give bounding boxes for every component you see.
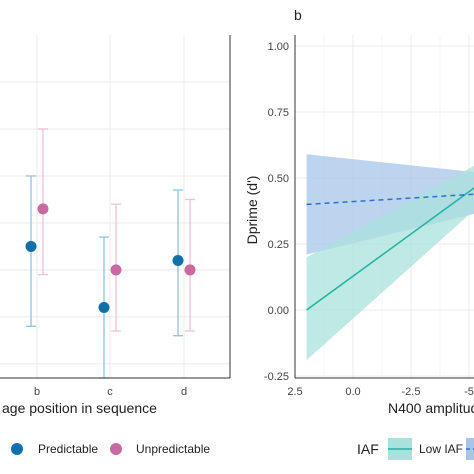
panel-b-x-tick-3: -5	[464, 386, 474, 398]
legend-unpredictable-label: Unpredictable	[136, 442, 210, 456]
panel-b-y-tick-3: 0.25	[268, 239, 289, 251]
panel-b-confidence-bands	[306, 154, 474, 361]
panel-b-y-tick-5: -0.25	[264, 371, 289, 383]
panel-b-x-ticks: 2.5 0.0 -2.5 -5	[287, 386, 474, 398]
panel-b-x-axis-label: N400 amplitude	[388, 400, 474, 416]
legend-b: IAF Low IAF	[357, 438, 474, 460]
legend-low-iaf-label: Low IAF	[419, 442, 463, 456]
fit-line-low-iaf	[306, 187, 474, 311]
band-high-iaf	[306, 154, 474, 255]
legend-predictable-label: Predictable	[38, 442, 98, 456]
panel-b-x-tick-2: -2.5	[402, 386, 421, 398]
legend-predictable-marker	[11, 443, 23, 455]
legend-unpredictable-marker	[110, 443, 122, 455]
panel-a-x-tick-c: c	[107, 386, 113, 398]
panel-b-fit-lines	[306, 187, 474, 311]
panel-b-x-tick-0: 2.5	[287, 386, 302, 398]
legend-a: Predictable Unpredictable	[11, 442, 210, 456]
point-unpredictable-c	[110, 264, 122, 276]
panel-b-x-tick-1: 0.0	[345, 386, 360, 398]
panel-b-label: b	[294, 7, 302, 23]
panel-a-points	[25, 203, 196, 314]
legend-b-title: IAF	[357, 441, 379, 457]
panel-b-y-tick-1: 0.75	[268, 107, 289, 119]
point-predictable-d	[172, 255, 184, 267]
panel-b-y-tick-2: 0.50	[268, 173, 289, 185]
point-unpredictable-d	[184, 264, 196, 276]
panel-a-x-ticks: b c d	[34, 386, 187, 398]
panel-a: b c d age position in sequence	[0, 35, 231, 416]
panel-a-x-tick-d: d	[181, 386, 187, 398]
point-predictable-c	[98, 302, 110, 314]
panel-b-y-axis-label: Dprime (d')	[244, 176, 260, 245]
panel-a-x-axis-label: age position in sequence	[2, 400, 157, 416]
panel-b-y-tick-4: 0.00	[268, 305, 289, 317]
panel-b-y-tick-0: 1.00	[268, 41, 289, 53]
band-low-iaf	[306, 165, 474, 361]
panel-b-y-ticks: 1.00 0.75 0.50 0.25 0.00 -0.25	[264, 41, 289, 383]
point-predictable-b	[25, 240, 37, 252]
point-unpredictable-b	[37, 203, 49, 215]
fit-line-high-iaf	[306, 193, 474, 206]
panel-b: b 1.00 0.75 0.50 0.25 0.00 -0.25 2.5 0.0 -2.5 -5…	[244, 7, 474, 416]
panel-a-x-tick-b: b	[34, 386, 40, 398]
